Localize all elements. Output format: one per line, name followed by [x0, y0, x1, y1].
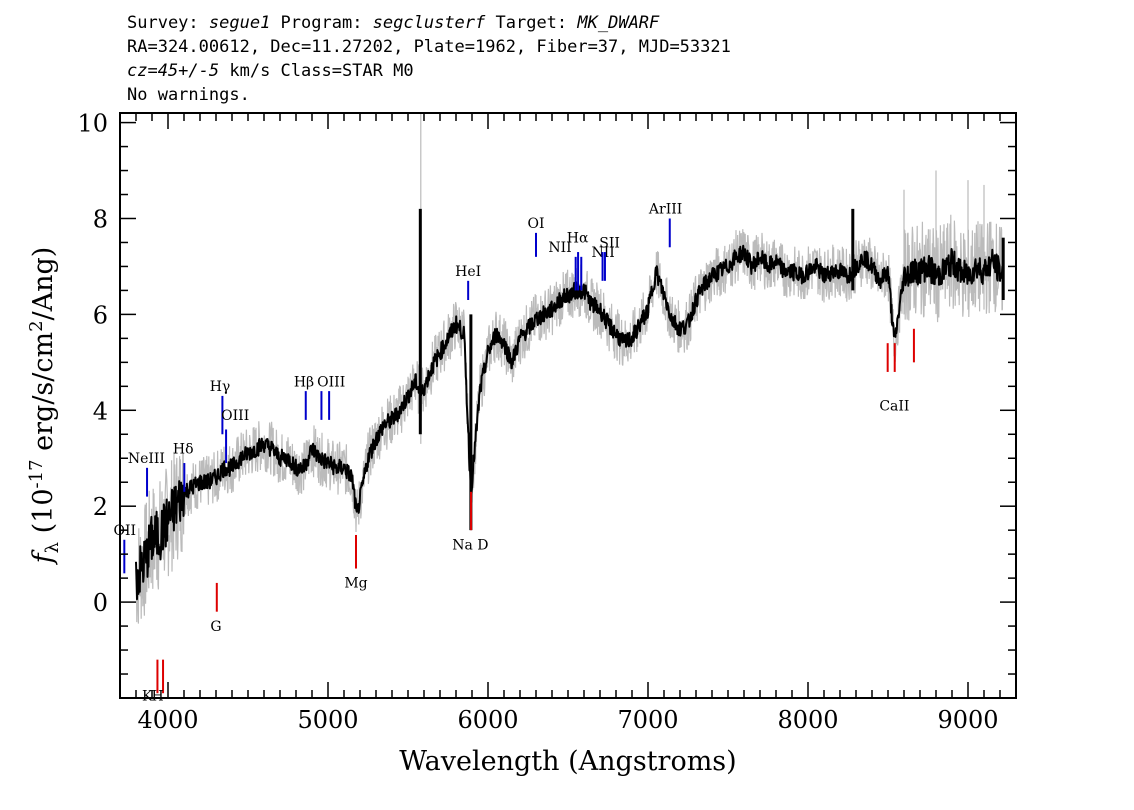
- x-tick-label: 8000: [777, 706, 838, 734]
- line-marker-label: Hβ: [294, 374, 314, 390]
- header-text: cz=45+/-5: [127, 61, 219, 81]
- header-text: km/s Class=STAR M0: [219, 61, 413, 81]
- x-axis-label: Wavelength (Angstroms): [399, 746, 736, 777]
- header-line-3: cz=45+/-5 km/s Class=STAR M0: [127, 61, 414, 81]
- line-marker-label: Hδ: [173, 441, 194, 457]
- line-marker-label: ArIII: [648, 202, 682, 218]
- header-line-2: RA=324.00612, Dec=11.27202, Plate=1962, …: [127, 37, 731, 57]
- line-marker-label: NII: [548, 240, 571, 256]
- x-tick-label: 9000: [937, 706, 998, 734]
- header-text: Survey:: [127, 13, 209, 33]
- line-marker-label: OIII: [221, 408, 249, 424]
- flux-series: [135, 208, 1005, 601]
- line-marker-label: Na D: [452, 537, 488, 553]
- line-marker-label: OIII: [317, 374, 345, 390]
- header-text: segue1: [209, 13, 270, 33]
- x-tick-label: 6000: [457, 706, 518, 734]
- x-tick-label: 5000: [297, 706, 358, 734]
- y-tick-label: 10: [77, 110, 108, 138]
- line-marker-label: G: [210, 619, 221, 635]
- x-tick-label: 4000: [137, 706, 198, 734]
- axis-ticks: 4000 5000 6000 7000 8000 9000 0 2 4 6 8 10: [77, 110, 1016, 734]
- header-lines: Survey: segue1 Program: segclusterf Targ…: [127, 13, 731, 105]
- header-line-1: Survey: segue1 Program: segclusterf Targ…: [127, 13, 660, 33]
- line-marker-label: K: [142, 688, 153, 704]
- flux-series-line: [135, 244, 1004, 601]
- y-tick-label: 4: [93, 397, 108, 425]
- header-text: Program:: [270, 13, 372, 33]
- x-tick-label: 7000: [617, 706, 678, 734]
- line-marker-label: Hγ: [210, 379, 231, 395]
- line-marker-label: OII: [114, 523, 137, 539]
- error-series-line: [135, 214, 1004, 624]
- header-text: MK_DWARF: [576, 13, 660, 33]
- header-line-4: No warnings.: [127, 85, 250, 105]
- header-text: segclusterf: [373, 13, 486, 33]
- line-marker-label: Hα: [567, 230, 589, 246]
- error-band: [135, 113, 1004, 624]
- y-tick-label: 0: [93, 589, 108, 617]
- line-marker-label: Mg: [344, 576, 367, 592]
- y-tick-label: 2: [93, 493, 108, 521]
- line-marker-label: NeIII: [128, 451, 165, 467]
- y-axis-label: fλ (10-17 erg/s/cm2/Ang): [26, 247, 63, 566]
- header-text: Target:: [485, 13, 577, 33]
- line-marker-label: CaII: [879, 398, 909, 414]
- y-tick-label: 6: [93, 301, 108, 329]
- line-marker-label: OI: [527, 216, 544, 232]
- line-marker-label: H: [151, 688, 163, 704]
- line-marker-label: HeI: [455, 264, 481, 280]
- line-marker-label: SII: [599, 235, 620, 251]
- y-tick-label: 8: [93, 205, 108, 233]
